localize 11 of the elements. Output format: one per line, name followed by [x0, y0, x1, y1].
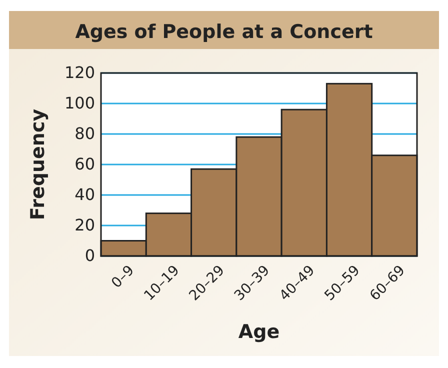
y-tick-label: 0: [84, 246, 95, 266]
y-tick-label: 120: [64, 63, 95, 82]
y-tick-label: 100: [64, 94, 95, 113]
y-tick-label: 40: [74, 185, 95, 204]
y-tick-label: 20: [74, 216, 95, 235]
x-tick-label: 0–9: [108, 262, 138, 292]
y-tick-label: 80: [74, 124, 95, 144]
y-axis-title: Frequency: [27, 108, 49, 220]
x-axis-title: Age: [238, 321, 280, 343]
y-tick-label: 60: [74, 154, 95, 174]
chart-title: Ages of People at a Concert: [75, 21, 373, 43]
